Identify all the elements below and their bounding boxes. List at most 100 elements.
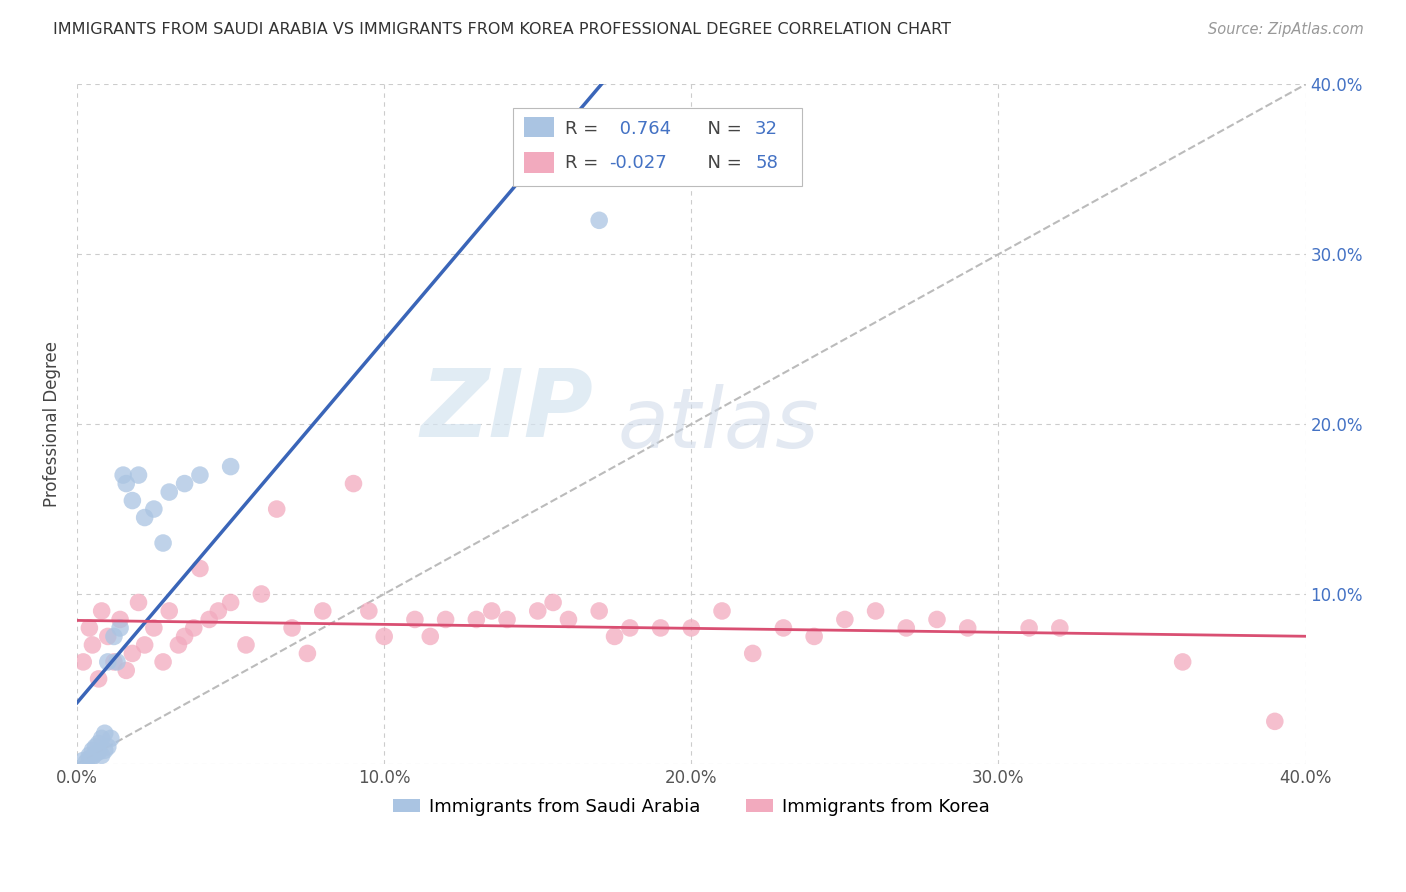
Point	[82, 750, 104, 764]
Point	[357, 604, 380, 618]
Point	[87, 672, 110, 686]
Point	[79, 748, 101, 763]
Point	[250, 587, 273, 601]
Point	[188, 561, 211, 575]
Y-axis label: Professional Degree: Professional Degree	[44, 341, 60, 508]
Point	[90, 731, 112, 746]
Point	[157, 604, 180, 618]
Point	[342, 476, 364, 491]
Point	[925, 612, 948, 626]
Point	[157, 485, 180, 500]
FancyBboxPatch shape	[524, 117, 554, 137]
Point	[103, 629, 125, 643]
Point	[115, 476, 138, 491]
Point	[82, 743, 104, 757]
Point	[266, 502, 288, 516]
Text: R =: R =	[565, 153, 603, 171]
Point	[465, 612, 488, 626]
Point	[281, 621, 304, 635]
Point	[711, 604, 734, 618]
Point	[105, 655, 128, 669]
Point	[152, 536, 174, 550]
Point	[404, 612, 426, 626]
Point	[834, 612, 856, 626]
Point	[152, 655, 174, 669]
Point	[108, 612, 131, 626]
Point	[297, 647, 319, 661]
Text: N =: N =	[696, 120, 748, 137]
Point	[434, 612, 457, 626]
Point	[207, 604, 229, 618]
Point	[167, 638, 190, 652]
Text: N =: N =	[696, 153, 748, 171]
Point	[235, 638, 257, 652]
Text: Source: ZipAtlas.com: Source: ZipAtlas.com	[1208, 22, 1364, 37]
Point	[82, 638, 104, 652]
Point	[741, 647, 763, 661]
Point	[97, 655, 120, 669]
Point	[803, 629, 825, 643]
Point	[134, 510, 156, 524]
Point	[1264, 714, 1286, 729]
Point	[79, 621, 101, 635]
Point	[541, 595, 564, 609]
Point	[219, 459, 242, 474]
Point	[188, 468, 211, 483]
Point	[90, 604, 112, 618]
Point	[1171, 655, 1194, 669]
Point	[772, 621, 794, 635]
Point	[79, 752, 101, 766]
Text: 58: 58	[755, 153, 778, 171]
Point	[373, 629, 395, 643]
Point	[496, 612, 519, 626]
Point	[128, 468, 150, 483]
Point	[100, 731, 122, 746]
Point	[526, 604, 548, 618]
Point	[865, 604, 887, 618]
Text: -0.027: -0.027	[609, 153, 666, 171]
Point	[419, 629, 441, 643]
Point	[90, 748, 112, 763]
Point	[87, 745, 110, 759]
Point	[142, 502, 165, 516]
Text: R =: R =	[565, 120, 603, 137]
Point	[134, 638, 156, 652]
Point	[72, 655, 94, 669]
Point	[619, 621, 641, 635]
Point	[128, 595, 150, 609]
Point	[588, 213, 610, 227]
Point	[896, 621, 918, 635]
Point	[75, 755, 97, 769]
Point	[93, 726, 115, 740]
Point	[183, 621, 205, 635]
FancyBboxPatch shape	[513, 108, 801, 186]
Point	[956, 621, 979, 635]
Point	[198, 612, 221, 626]
Point	[588, 604, 610, 618]
Point	[173, 629, 195, 643]
Point	[108, 621, 131, 635]
Point	[681, 621, 703, 635]
FancyBboxPatch shape	[524, 152, 554, 173]
Point	[481, 604, 503, 618]
Point	[603, 629, 626, 643]
Text: 0.764: 0.764	[614, 120, 671, 137]
Point	[557, 612, 579, 626]
Point	[84, 739, 107, 754]
Text: 32: 32	[755, 120, 778, 137]
Point	[93, 743, 115, 757]
Point	[97, 739, 120, 754]
Point	[142, 621, 165, 635]
Point	[84, 747, 107, 761]
Legend: Immigrants from Saudi Arabia, Immigrants from Korea: Immigrants from Saudi Arabia, Immigrants…	[385, 790, 997, 822]
Point	[312, 604, 335, 618]
Point	[173, 476, 195, 491]
Point	[115, 664, 138, 678]
Point	[1018, 621, 1040, 635]
Text: ZIP: ZIP	[420, 365, 593, 457]
Point	[219, 595, 242, 609]
Point	[1049, 621, 1071, 635]
Point	[121, 647, 143, 661]
Point	[87, 736, 110, 750]
Text: IMMIGRANTS FROM SAUDI ARABIA VS IMMIGRANTS FROM KOREA PROFESSIONAL DEGREE CORREL: IMMIGRANTS FROM SAUDI ARABIA VS IMMIGRAN…	[53, 22, 952, 37]
